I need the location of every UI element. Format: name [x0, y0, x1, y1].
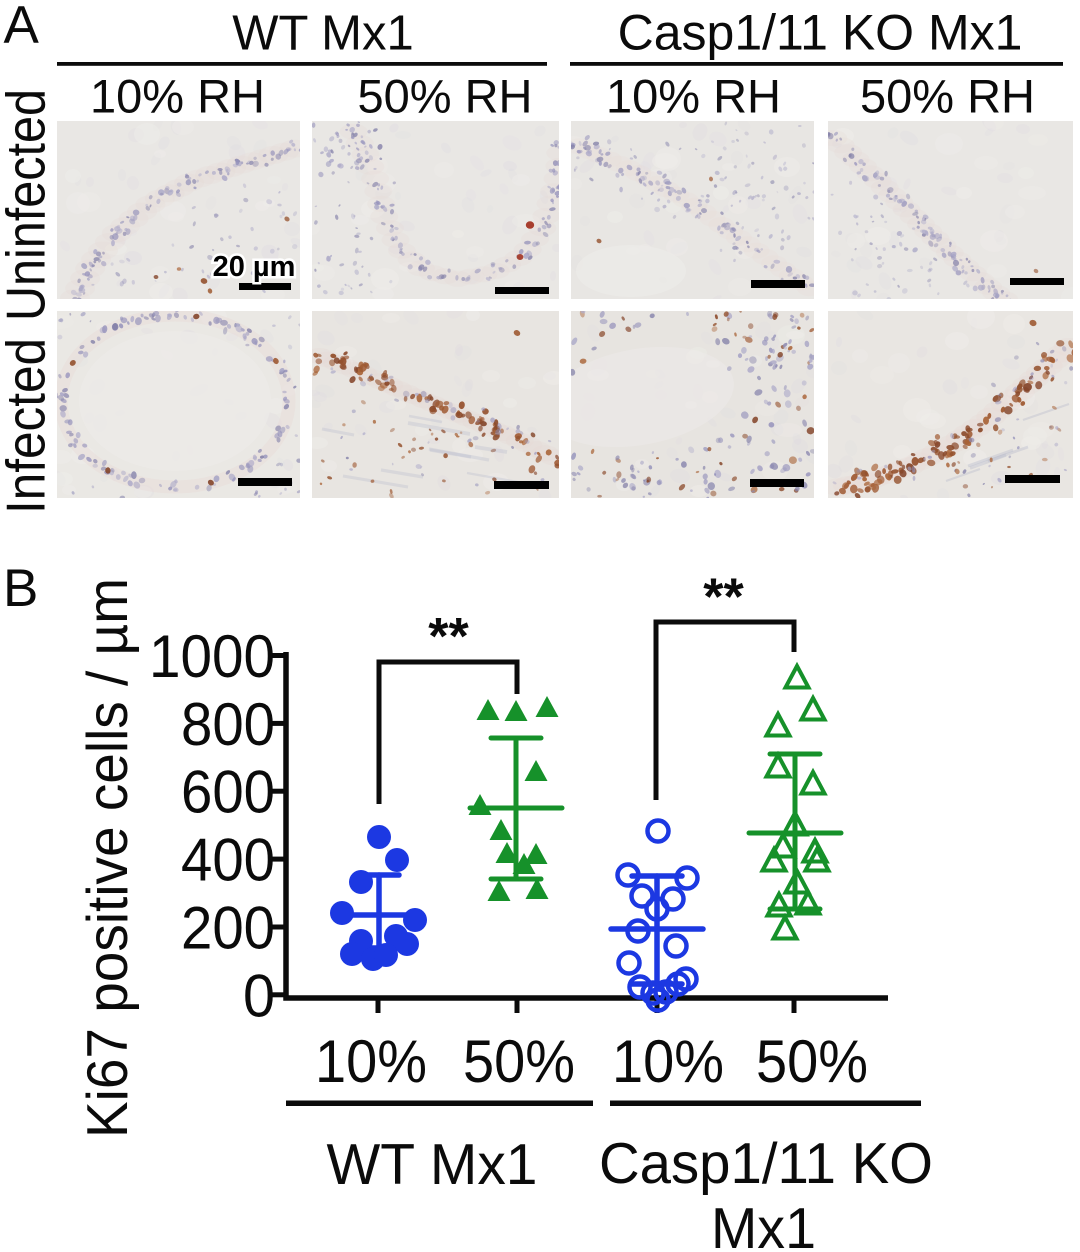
- svg-text:Uninfected: Uninfected: [0, 89, 57, 321]
- svg-text:50%: 50%: [463, 1028, 575, 1095]
- svg-text:10% RH: 10% RH: [90, 70, 265, 123]
- svg-text:WT Mx1: WT Mx1: [327, 1133, 538, 1197]
- svg-text:50% RH: 50% RH: [357, 70, 532, 123]
- svg-text:10%: 10%: [612, 1028, 724, 1095]
- svg-text:Ki67 positive cells / µm: Ki67 positive cells / µm: [76, 578, 140, 1138]
- svg-text:Casp1/11 KO Mx1: Casp1/11 KO Mx1: [618, 5, 1023, 61]
- svg-text:10%: 10%: [315, 1028, 427, 1095]
- svg-text:A: A: [4, 0, 40, 55]
- svg-text:400: 400: [181, 827, 275, 894]
- svg-text:0: 0: [243, 962, 275, 1029]
- svg-text:Infected: Infected: [0, 338, 57, 514]
- svg-text:200: 200: [181, 895, 275, 962]
- svg-text:B: B: [3, 559, 38, 618]
- svg-text:**: **: [703, 569, 744, 627]
- svg-text:WT Mx1: WT Mx1: [232, 7, 413, 61]
- svg-text:800: 800: [181, 691, 275, 758]
- svg-text:Mx1: Mx1: [711, 1197, 816, 1252]
- svg-text:600: 600: [181, 759, 275, 826]
- svg-text:20 µm: 20 µm: [213, 251, 296, 283]
- svg-text:50%: 50%: [756, 1028, 868, 1095]
- svg-text:10% RH: 10% RH: [606, 70, 781, 123]
- svg-text:Casp1/11 KO: Casp1/11 KO: [599, 1132, 933, 1196]
- svg-text:**: **: [428, 608, 469, 666]
- svg-text:50% RH: 50% RH: [860, 70, 1035, 123]
- svg-text:1000: 1000: [149, 623, 275, 690]
